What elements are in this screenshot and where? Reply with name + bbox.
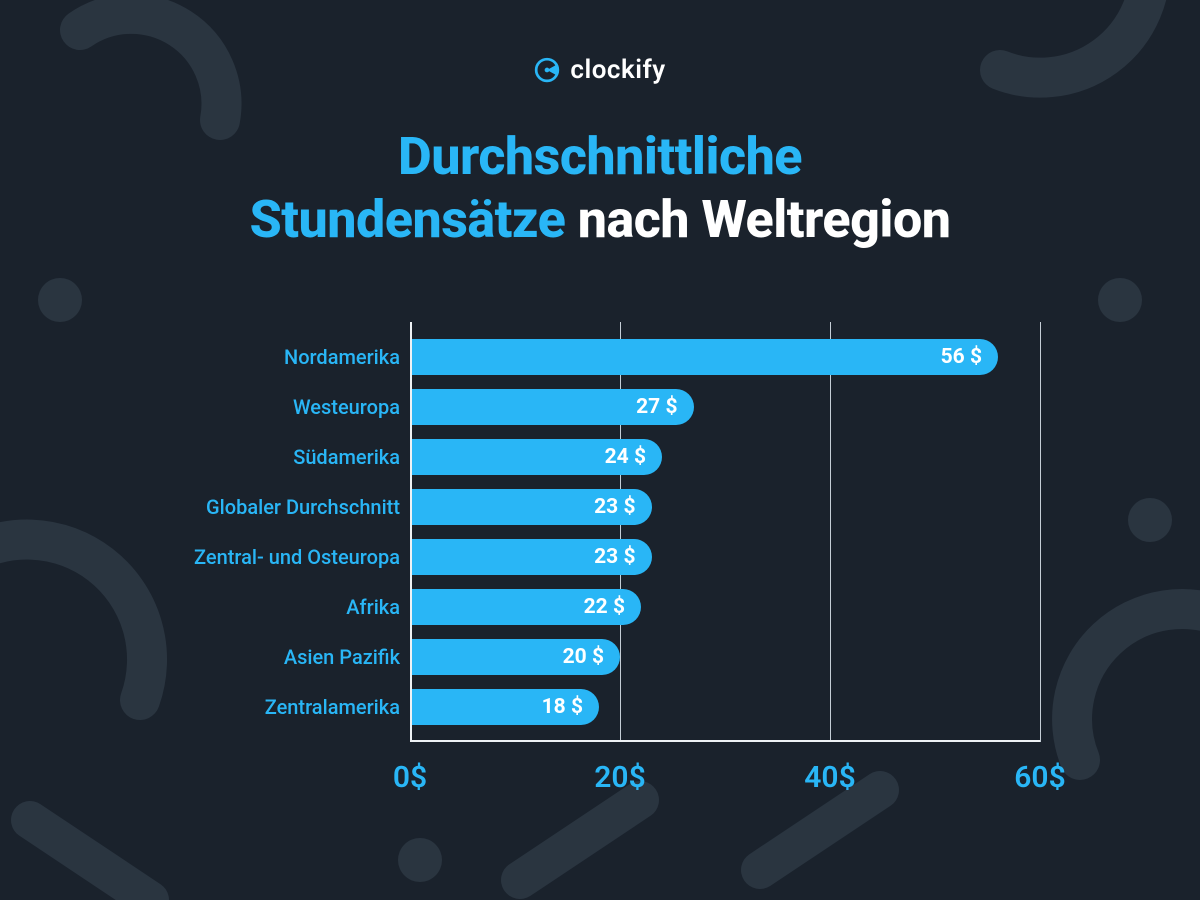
x-tick-label: 60$	[1014, 760, 1065, 795]
x-axis	[410, 740, 1040, 742]
bar-row: 56 $	[410, 332, 998, 382]
bar-row: 18 $	[410, 682, 599, 732]
chart-title: Durchschnittliche Stundensätze nach Welt…	[249, 125, 950, 252]
brand-name: clockify	[570, 55, 665, 85]
bar: 27 $	[410, 389, 694, 425]
category-label: Westeuropa	[293, 382, 400, 432]
category-label: Zentralamerika	[265, 682, 400, 732]
bar-row: 22 $	[410, 582, 641, 632]
y-axis	[410, 322, 412, 742]
bar: 18 $	[410, 689, 599, 725]
bars-container: 56 $ 27 $ 24 $ 23 $ 23 $ 22 $ 20 $ 18 $	[410, 322, 1040, 742]
bar-row: 24 $	[410, 432, 662, 482]
bar: 56 $	[410, 339, 998, 375]
category-label: Südamerika	[293, 432, 400, 482]
bar: 22 $	[410, 589, 641, 625]
bar-chart: NordamerikaWesteuropaSüdamerikaGlobaler …	[140, 322, 1060, 822]
title-line2-accent: Stundensätze	[249, 189, 565, 250]
bar-row: 27 $	[410, 382, 694, 432]
category-label: Asien Pazifik	[284, 632, 400, 682]
category-label: Globaler Durchschnitt	[206, 482, 400, 532]
x-axis-ticks: 0$20$40$60$	[410, 752, 1040, 802]
plot-area: 56 $ 27 $ 24 $ 23 $ 23 $ 22 $ 20 $ 18 $	[410, 322, 1040, 742]
gridline	[1040, 322, 1041, 742]
clockify-icon	[534, 57, 560, 83]
content: clockify Durchschnittliche Stundensätze …	[0, 0, 1200, 900]
bar: 23 $	[410, 539, 652, 575]
x-tick-label: 0$	[393, 760, 427, 795]
category-label: Zentral- und Osteuropa	[194, 532, 400, 582]
category-label: Nordamerika	[284, 332, 400, 382]
category-label: Afrika	[346, 582, 400, 632]
bar-row: 20 $	[410, 632, 620, 682]
x-tick-label: 40$	[804, 760, 855, 795]
brand-logo: clockify	[534, 55, 665, 85]
bar-row: 23 $	[410, 482, 652, 532]
y-axis-labels: NordamerikaWesteuropaSüdamerikaGlobaler …	[140, 322, 400, 742]
bar: 20 $	[410, 639, 620, 675]
x-tick-label: 20$	[594, 760, 645, 795]
bar: 24 $	[410, 439, 662, 475]
bar-row: 23 $	[410, 532, 652, 582]
bar: 23 $	[410, 489, 652, 525]
title-line2-plain: nach Weltregion	[565, 189, 950, 250]
title-line1: Durchschnittliche	[398, 126, 802, 187]
